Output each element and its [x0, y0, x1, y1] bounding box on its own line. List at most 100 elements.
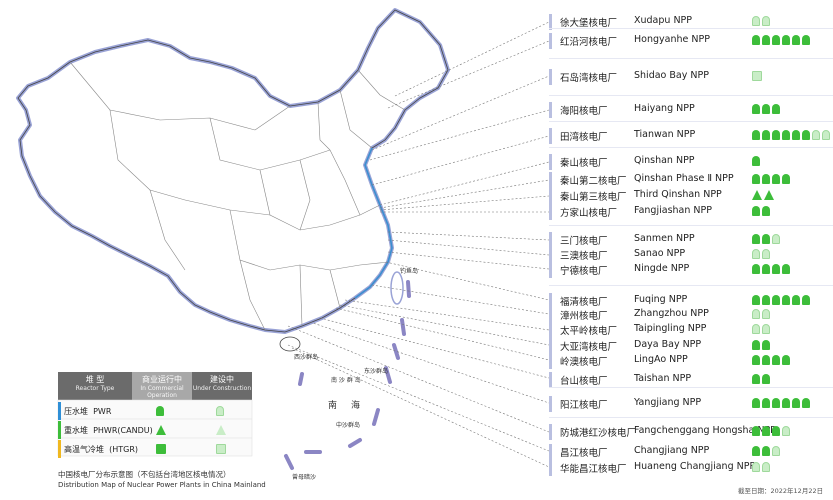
plant-group-divider	[549, 58, 833, 59]
reactor-operating-icon	[752, 234, 760, 244]
plant-name-en: Daya Bay NPP	[634, 339, 702, 350]
plant-units	[752, 206, 772, 218]
legend-header-operation-en: In Commercial Operation	[140, 385, 184, 399]
plant-row: 福清核电厂 Fuqing NPP	[549, 292, 833, 310]
plant-name-en: Xudapu NPP	[634, 15, 693, 26]
plant-row: 岭澳核电厂 LingAo NPP	[549, 352, 833, 370]
reactor-construction-icon	[772, 446, 780, 456]
plant-row: 徐大堡核电厂 Xudapu NPP	[549, 13, 833, 31]
coastline-accent	[354, 147, 393, 299]
reactor-operating-icon	[752, 130, 760, 140]
plant-group-divider	[549, 417, 833, 418]
legend-row-htgr: 高温气冷堆 (HTGR)	[58, 440, 252, 458]
plant-row: 红沿河核电厂 Hongyanhe NPP	[549, 32, 833, 50]
plant-row-marker	[549, 154, 552, 170]
plant-units	[752, 374, 772, 386]
plant-row: 秦山核电厂 Qinshan NPP	[549, 153, 833, 171]
plant-group-divider	[549, 28, 833, 29]
plant-row-marker	[549, 14, 552, 30]
plant-units	[752, 16, 772, 28]
plant-row: 三澳核电厂 Sanao NPP	[549, 246, 833, 264]
reactor-construction-icon	[772, 234, 780, 244]
plant-name-en: Sanmen NPP	[634, 233, 695, 244]
reactor-operating-icon	[752, 206, 760, 216]
plant-name-en: Qinshan Phase Ⅱ NPP	[634, 173, 734, 184]
plant-row: 阳江核电厂 Yangjiang NPP	[549, 395, 833, 413]
reactor-operating-icon	[752, 374, 760, 384]
reactor-operating-icon	[802, 35, 810, 45]
reactor-operating-icon	[752, 264, 760, 274]
reactor-operating-icon	[752, 398, 760, 408]
plant-group-divider	[549, 121, 833, 122]
reactor-operating-icon	[782, 174, 790, 184]
reactor-operating-icon	[772, 104, 780, 114]
plant-name-en: Fangchenggang Hongsha NPP	[634, 425, 776, 436]
phwr-operating-icon	[156, 425, 168, 435]
reactor-operating-icon	[792, 35, 800, 45]
plant-name-cn: 秦山第三核电厂	[560, 192, 627, 203]
legend-header-construction-en: Under Construction	[192, 385, 252, 392]
reactor-construction-icon	[762, 462, 770, 472]
reactor-operating-icon	[762, 355, 770, 365]
plant-name-cn: 田湾核电厂	[560, 132, 608, 143]
sea-label: 南海	[328, 398, 374, 411]
plant-units	[752, 295, 812, 307]
plant-row-marker	[549, 69, 552, 85]
reactor-operating-icon	[802, 130, 810, 140]
reactor-operating-icon	[752, 35, 760, 45]
reactor-operating-icon	[762, 264, 770, 274]
plant-name-en: Taipingling NPP	[634, 323, 707, 334]
plant-name-en: Haiyang NPP	[634, 103, 695, 114]
plant-name-cn: 三门核电厂	[560, 236, 608, 247]
reactor-operating-icon	[752, 340, 760, 350]
mainland-outline	[16, 8, 450, 334]
reactor-operating-icon	[762, 398, 770, 408]
htgr-operating-icon	[156, 444, 168, 454]
reactor-construction-icon	[752, 309, 760, 319]
plant-row: 大亚湾核电厂 Daya Bay NPP	[549, 337, 833, 355]
reactor-operating-icon	[772, 295, 780, 305]
reactor-operating-icon	[752, 446, 760, 456]
plant-row: 三门核电厂 Sanmen NPP	[549, 231, 833, 249]
as-of-date: 截至日期：2022年12月22日	[738, 487, 824, 495]
reactor-operating-icon	[782, 355, 790, 365]
plant-name-cn: 防城港红沙核电厂	[560, 428, 637, 439]
pwr-operating-icon	[156, 406, 166, 416]
legend-label-cn: 重水堆	[64, 426, 88, 435]
plant-name-cn: 福清核电厂	[560, 297, 608, 308]
plant-name-en: Qinshan NPP	[634, 155, 695, 166]
plant-units	[752, 309, 772, 321]
plant-row-marker	[549, 444, 552, 460]
plant-units	[752, 398, 812, 410]
legend-label: 高温气冷堆 (HTGR)	[64, 444, 138, 455]
plant-units	[752, 340, 772, 352]
plant-name-cn: 海阳核电厂	[560, 106, 608, 117]
plant-units	[752, 35, 812, 47]
legend-label-en: (HTGR)	[109, 445, 138, 454]
plant-row: 方家山核电厂 Fangjiashan NPP	[549, 203, 833, 221]
reactor-construction-icon	[752, 462, 760, 472]
plant-name-en: Ningde NPP	[634, 263, 690, 274]
sea-label-sea: 海	[351, 401, 375, 411]
legend-stripe	[58, 421, 61, 439]
reactor-operating-icon	[762, 234, 770, 244]
plant-name-en: Fangjiashan NPP	[634, 205, 712, 216]
reactor-operating-icon	[752, 355, 760, 365]
reactor-operating-icon	[762, 295, 770, 305]
legend-label: 重水堆 PHWR(CANDU)	[64, 425, 153, 436]
map-label-nansha: 南 沙 群 岛	[331, 377, 361, 384]
plant-row: 宁德核电厂 Ningde NPP	[549, 261, 833, 279]
legend-row-pwr: 压水堆 PWR	[58, 402, 252, 420]
reactor-operating-icon	[762, 340, 770, 350]
plant-name-en: Fuqing NPP	[634, 294, 688, 305]
plant-units	[752, 446, 782, 458]
reactor-operating-icon	[772, 130, 780, 140]
plant-units	[752, 190, 776, 202]
plant-units	[752, 426, 792, 438]
leader-lines	[287, 21, 550, 468]
plant-row-marker	[549, 262, 552, 278]
legend-header-type-en: Reactor Type	[75, 385, 115, 392]
plant-row: 华能昌江核电厂 Huaneng Changjiang NPP	[549, 459, 833, 477]
plant-group-divider	[549, 95, 833, 96]
